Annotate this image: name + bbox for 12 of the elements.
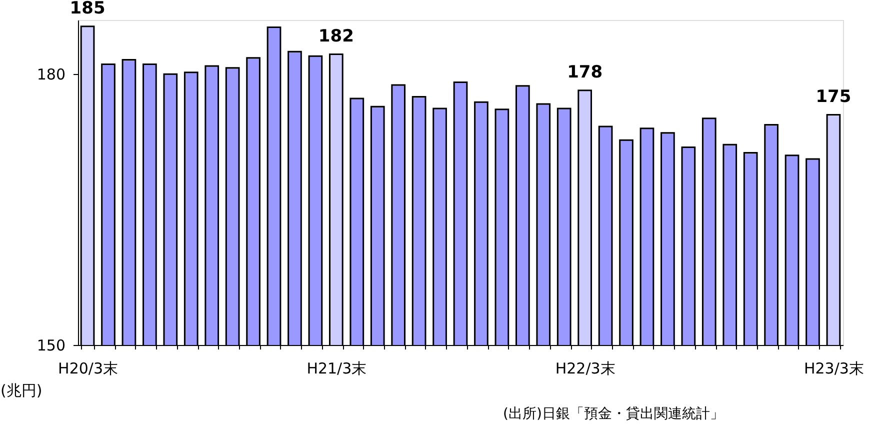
x-tick-label: H21/3末 bbox=[306, 360, 367, 378]
data-label: 182 bbox=[318, 26, 354, 46]
data-label: 175 bbox=[816, 86, 852, 107]
y-tick-label: 150 bbox=[36, 336, 66, 354]
data-label: 185 bbox=[70, 0, 106, 18]
y-axis-title: (兆円) bbox=[0, 382, 42, 400]
x-tick-label: H23/3末 bbox=[804, 360, 864, 378]
data-label: 178 bbox=[567, 62, 603, 82]
x-tick-label: H20/3末 bbox=[58, 360, 118, 378]
y-tick-label: 180 bbox=[36, 66, 66, 84]
x-tick-label: H22/3末 bbox=[555, 360, 616, 378]
text: (出所)日銀「預金・貸出関連統計」 bbox=[503, 406, 724, 422]
